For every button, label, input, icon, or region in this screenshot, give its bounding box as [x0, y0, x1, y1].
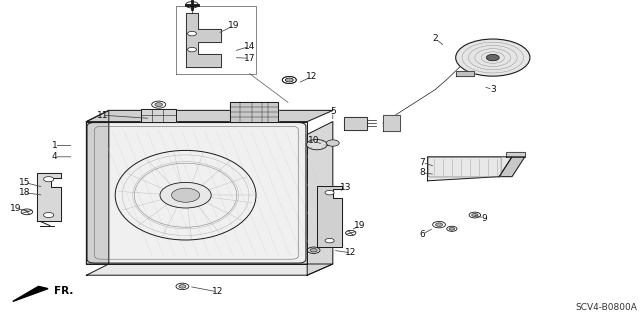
Text: 12: 12 [212, 287, 223, 296]
Text: 6: 6 [420, 230, 425, 239]
Circle shape [326, 140, 339, 146]
Polygon shape [141, 109, 176, 122]
Circle shape [310, 248, 317, 252]
Circle shape [44, 212, 54, 218]
Text: 13: 13 [340, 183, 351, 192]
Circle shape [307, 140, 327, 150]
Text: 19: 19 [228, 21, 239, 30]
Text: 19: 19 [10, 204, 22, 213]
Text: 10: 10 [308, 136, 319, 145]
Circle shape [486, 54, 499, 61]
Text: SCV4-B0800A: SCV4-B0800A [575, 303, 637, 312]
Polygon shape [86, 110, 333, 122]
Text: 12: 12 [345, 248, 356, 257]
Text: 1: 1 [52, 141, 57, 150]
Polygon shape [499, 157, 525, 177]
Circle shape [44, 177, 54, 182]
Text: 4: 4 [52, 152, 57, 161]
Circle shape [325, 238, 334, 243]
Circle shape [160, 182, 211, 208]
Polygon shape [230, 102, 278, 122]
Polygon shape [86, 264, 333, 275]
Text: 3: 3 [490, 85, 495, 94]
Circle shape [436, 223, 443, 227]
Polygon shape [186, 13, 221, 67]
Polygon shape [383, 115, 400, 131]
Circle shape [285, 78, 293, 82]
Polygon shape [86, 110, 109, 264]
Polygon shape [37, 173, 61, 221]
Circle shape [179, 285, 186, 288]
Text: FR.: FR. [54, 286, 74, 296]
Text: 15: 15 [19, 178, 30, 187]
Polygon shape [86, 122, 307, 264]
Polygon shape [344, 117, 367, 130]
Polygon shape [317, 186, 342, 247]
Text: 8: 8 [420, 168, 425, 177]
Text: 17: 17 [244, 54, 255, 63]
Polygon shape [307, 122, 333, 275]
Circle shape [172, 188, 200, 202]
Circle shape [456, 39, 530, 76]
Text: 12: 12 [306, 72, 317, 81]
Polygon shape [428, 157, 512, 181]
Text: 19: 19 [354, 221, 365, 230]
Circle shape [188, 47, 196, 52]
Text: 11: 11 [97, 111, 108, 120]
Polygon shape [13, 286, 48, 301]
Circle shape [325, 190, 334, 195]
Text: 9: 9 [482, 214, 487, 223]
Polygon shape [456, 71, 474, 76]
Text: 2: 2 [433, 34, 438, 43]
Circle shape [188, 31, 196, 36]
Text: 5: 5 [330, 108, 335, 116]
Text: 14: 14 [244, 42, 255, 51]
Polygon shape [506, 152, 525, 157]
Circle shape [285, 78, 293, 82]
Circle shape [155, 103, 163, 107]
Text: 7: 7 [420, 158, 425, 167]
Circle shape [449, 228, 454, 230]
Circle shape [472, 213, 478, 217]
Text: 18: 18 [19, 188, 30, 197]
